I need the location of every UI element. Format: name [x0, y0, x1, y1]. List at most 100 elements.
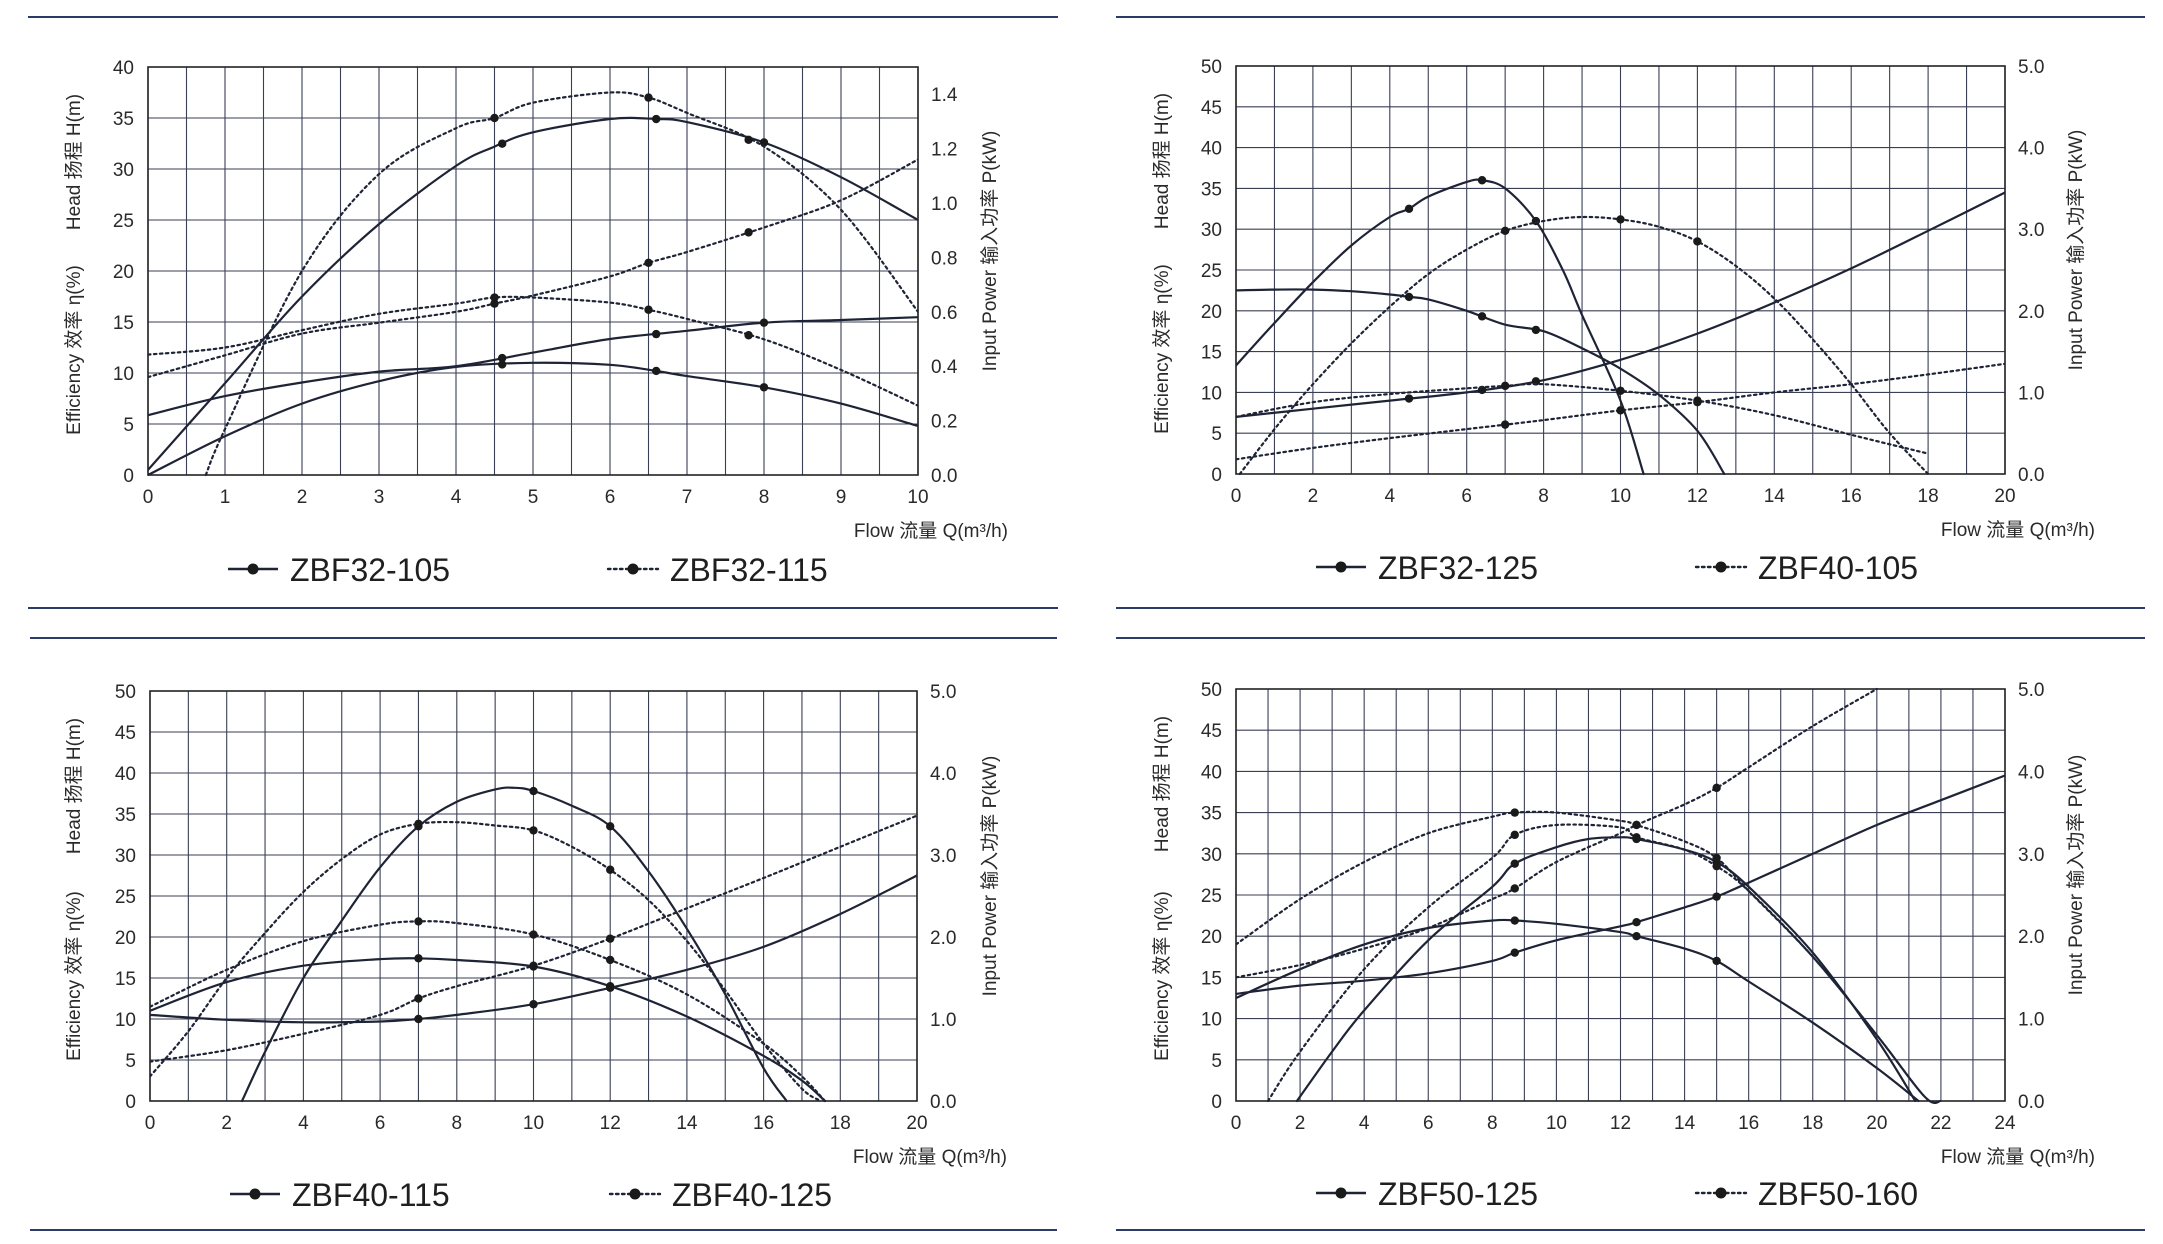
legend: ZBF32-125 ZBF40-105 [1316, 550, 1918, 586]
y-left-tick-label: 25 [1201, 886, 1222, 907]
y-right-axis-title-power: Input Power 输入功率 P(kW) [979, 756, 1001, 997]
data-point [606, 934, 615, 943]
data-point [652, 329, 661, 339]
x-tick-label: 16 [1738, 1113, 1759, 1134]
legend-marker [1335, 1187, 1347, 1199]
plot-frame [149, 690, 918, 1102]
grid [1235, 688, 2006, 1102]
zbf40-105-power-curve [1236, 362, 2005, 461]
legend-label: ZBF40-125 [672, 1177, 832, 1213]
x-tick-label: 24 [1994, 1113, 2016, 1134]
y-right-axis-title-power: Input Power 输入功率 P(kW) [979, 131, 1001, 372]
x-tick-label: 14 [1674, 1113, 1696, 1134]
data-point [1500, 381, 1510, 391]
data-point [529, 786, 538, 796]
curves [150, 786, 917, 1103]
legend: ZBF40-115 ZBF40-125 [230, 1177, 832, 1213]
y-right-tick-label: 0.2 [931, 412, 957, 433]
y-left-tick-label: 40 [113, 58, 134, 79]
y-left-tick-label: 10 [113, 364, 134, 385]
data-point [1693, 237, 1702, 246]
x-tick-label: 18 [1918, 486, 1939, 507]
x-tick-label: 6 [1423, 1113, 1434, 1134]
zbf32-125-power-curve [1236, 191, 2005, 418]
zbf32-115-efficiency-curve [148, 295, 918, 407]
curves [1236, 687, 2005, 1104]
x-tick-label: 12 [1610, 1113, 1631, 1134]
y-left-tick-label: 35 [1201, 179, 1222, 200]
legend-marker [627, 563, 639, 575]
y-left-tick-label: 10 [1201, 383, 1222, 404]
x-tick-label: 8 [759, 487, 770, 508]
y-left-tick-label: 15 [113, 313, 134, 334]
y-left-axis-title-efficiency: Efficiency 效率 η(%) [1151, 264, 1173, 434]
y-right-tick-label: 0.0 [931, 466, 957, 487]
y-left-axis-title-efficiency: Efficiency 效率 η(%) [1151, 891, 1173, 1061]
data-point [1632, 932, 1641, 941]
x-tick-label: 22 [1930, 1113, 1951, 1134]
y-right-tick-label: 3.0 [2018, 845, 2044, 866]
legend-label: ZBF50-160 [1758, 1176, 1918, 1212]
data-point [1510, 808, 1519, 817]
x-tick-label: 10 [907, 487, 928, 508]
y-right-tick-label: 2.0 [2018, 302, 2044, 323]
x-tick-label: 9 [836, 487, 847, 508]
legend-label: ZBF32-125 [1378, 550, 1538, 586]
x-tick-label: 14 [1764, 486, 1786, 507]
legend-label: ZBF32-105 [290, 552, 450, 588]
y-left-tick-label: 35 [113, 109, 134, 130]
data-point [1712, 853, 1721, 863]
data-point [606, 822, 615, 831]
x-axis-title: Flow 流量 Q(m³/h) [1941, 519, 2095, 541]
grid [149, 690, 918, 1102]
x-tick-label: 1 [220, 487, 231, 508]
data-point [1404, 204, 1414, 213]
chart-panel-2: 0 2 4 6 8 10 12 14 16 18 20 0 5 10 15 20 25 30 35 40 45 50 0.0… [1116, 16, 2145, 609]
data-point [1712, 892, 1721, 901]
data-point [606, 955, 615, 965]
data-point [529, 826, 538, 835]
x-tick-label: 18 [1802, 1113, 1823, 1134]
y-left-tick-label: 0 [1211, 465, 1222, 486]
data-point [652, 366, 661, 376]
x-tick-label: 6 [375, 1113, 386, 1134]
zbf50-125-head-curve [1236, 918, 1920, 1103]
data-point [759, 383, 769, 392]
y-right-tick-label: 3.0 [2018, 220, 2044, 241]
data-point [498, 139, 507, 148]
y-left-axis-title-efficiency: Efficiency 效率 η(%) [63, 891, 85, 1061]
legend-marker [629, 1188, 641, 1200]
x-tick-label: 0 [143, 487, 154, 508]
x-tick-label: 16 [753, 1113, 774, 1134]
curves [148, 91, 918, 477]
data-point [1616, 215, 1625, 224]
y-left-tick-label: 50 [115, 682, 136, 703]
y-left-tick-label: 50 [1201, 680, 1222, 701]
data-point [1712, 861, 1721, 871]
y-right-tick-label: 0.6 [931, 303, 957, 324]
x-tick-label: 8 [452, 1113, 463, 1134]
y-right-tick-label: 0.8 [931, 248, 957, 269]
y-left-tick-label: 30 [113, 160, 134, 181]
y-left-tick-label: 25 [113, 211, 134, 232]
y-right-tick-label: 0.4 [931, 357, 958, 378]
data-point [498, 360, 507, 369]
legend-marker [1335, 561, 1347, 573]
x-tick-label: 16 [1841, 486, 1862, 507]
y-left-tick-label: 15 [115, 969, 136, 990]
x-tick-label: 8 [1538, 486, 1549, 507]
data-point [1712, 783, 1721, 793]
x-tick-label: 2 [1308, 486, 1319, 507]
y-left-tick-label: 0 [123, 466, 134, 487]
legend-label: ZBF40-115 [292, 1177, 450, 1213]
data-point [644, 93, 653, 102]
legend-marker [1715, 1187, 1727, 1199]
y-left-tick-label: 45 [115, 723, 136, 744]
y-left-axis-title-head: Head 扬程 H(m) [1151, 716, 1173, 852]
y-left-tick-label: 25 [115, 887, 136, 908]
x-tick-label: 5 [528, 487, 539, 508]
data-point [1616, 406, 1625, 415]
legend-label: ZBF32-115 [670, 552, 828, 588]
x-tick-label: 4 [451, 487, 462, 508]
data-point [490, 299, 499, 308]
